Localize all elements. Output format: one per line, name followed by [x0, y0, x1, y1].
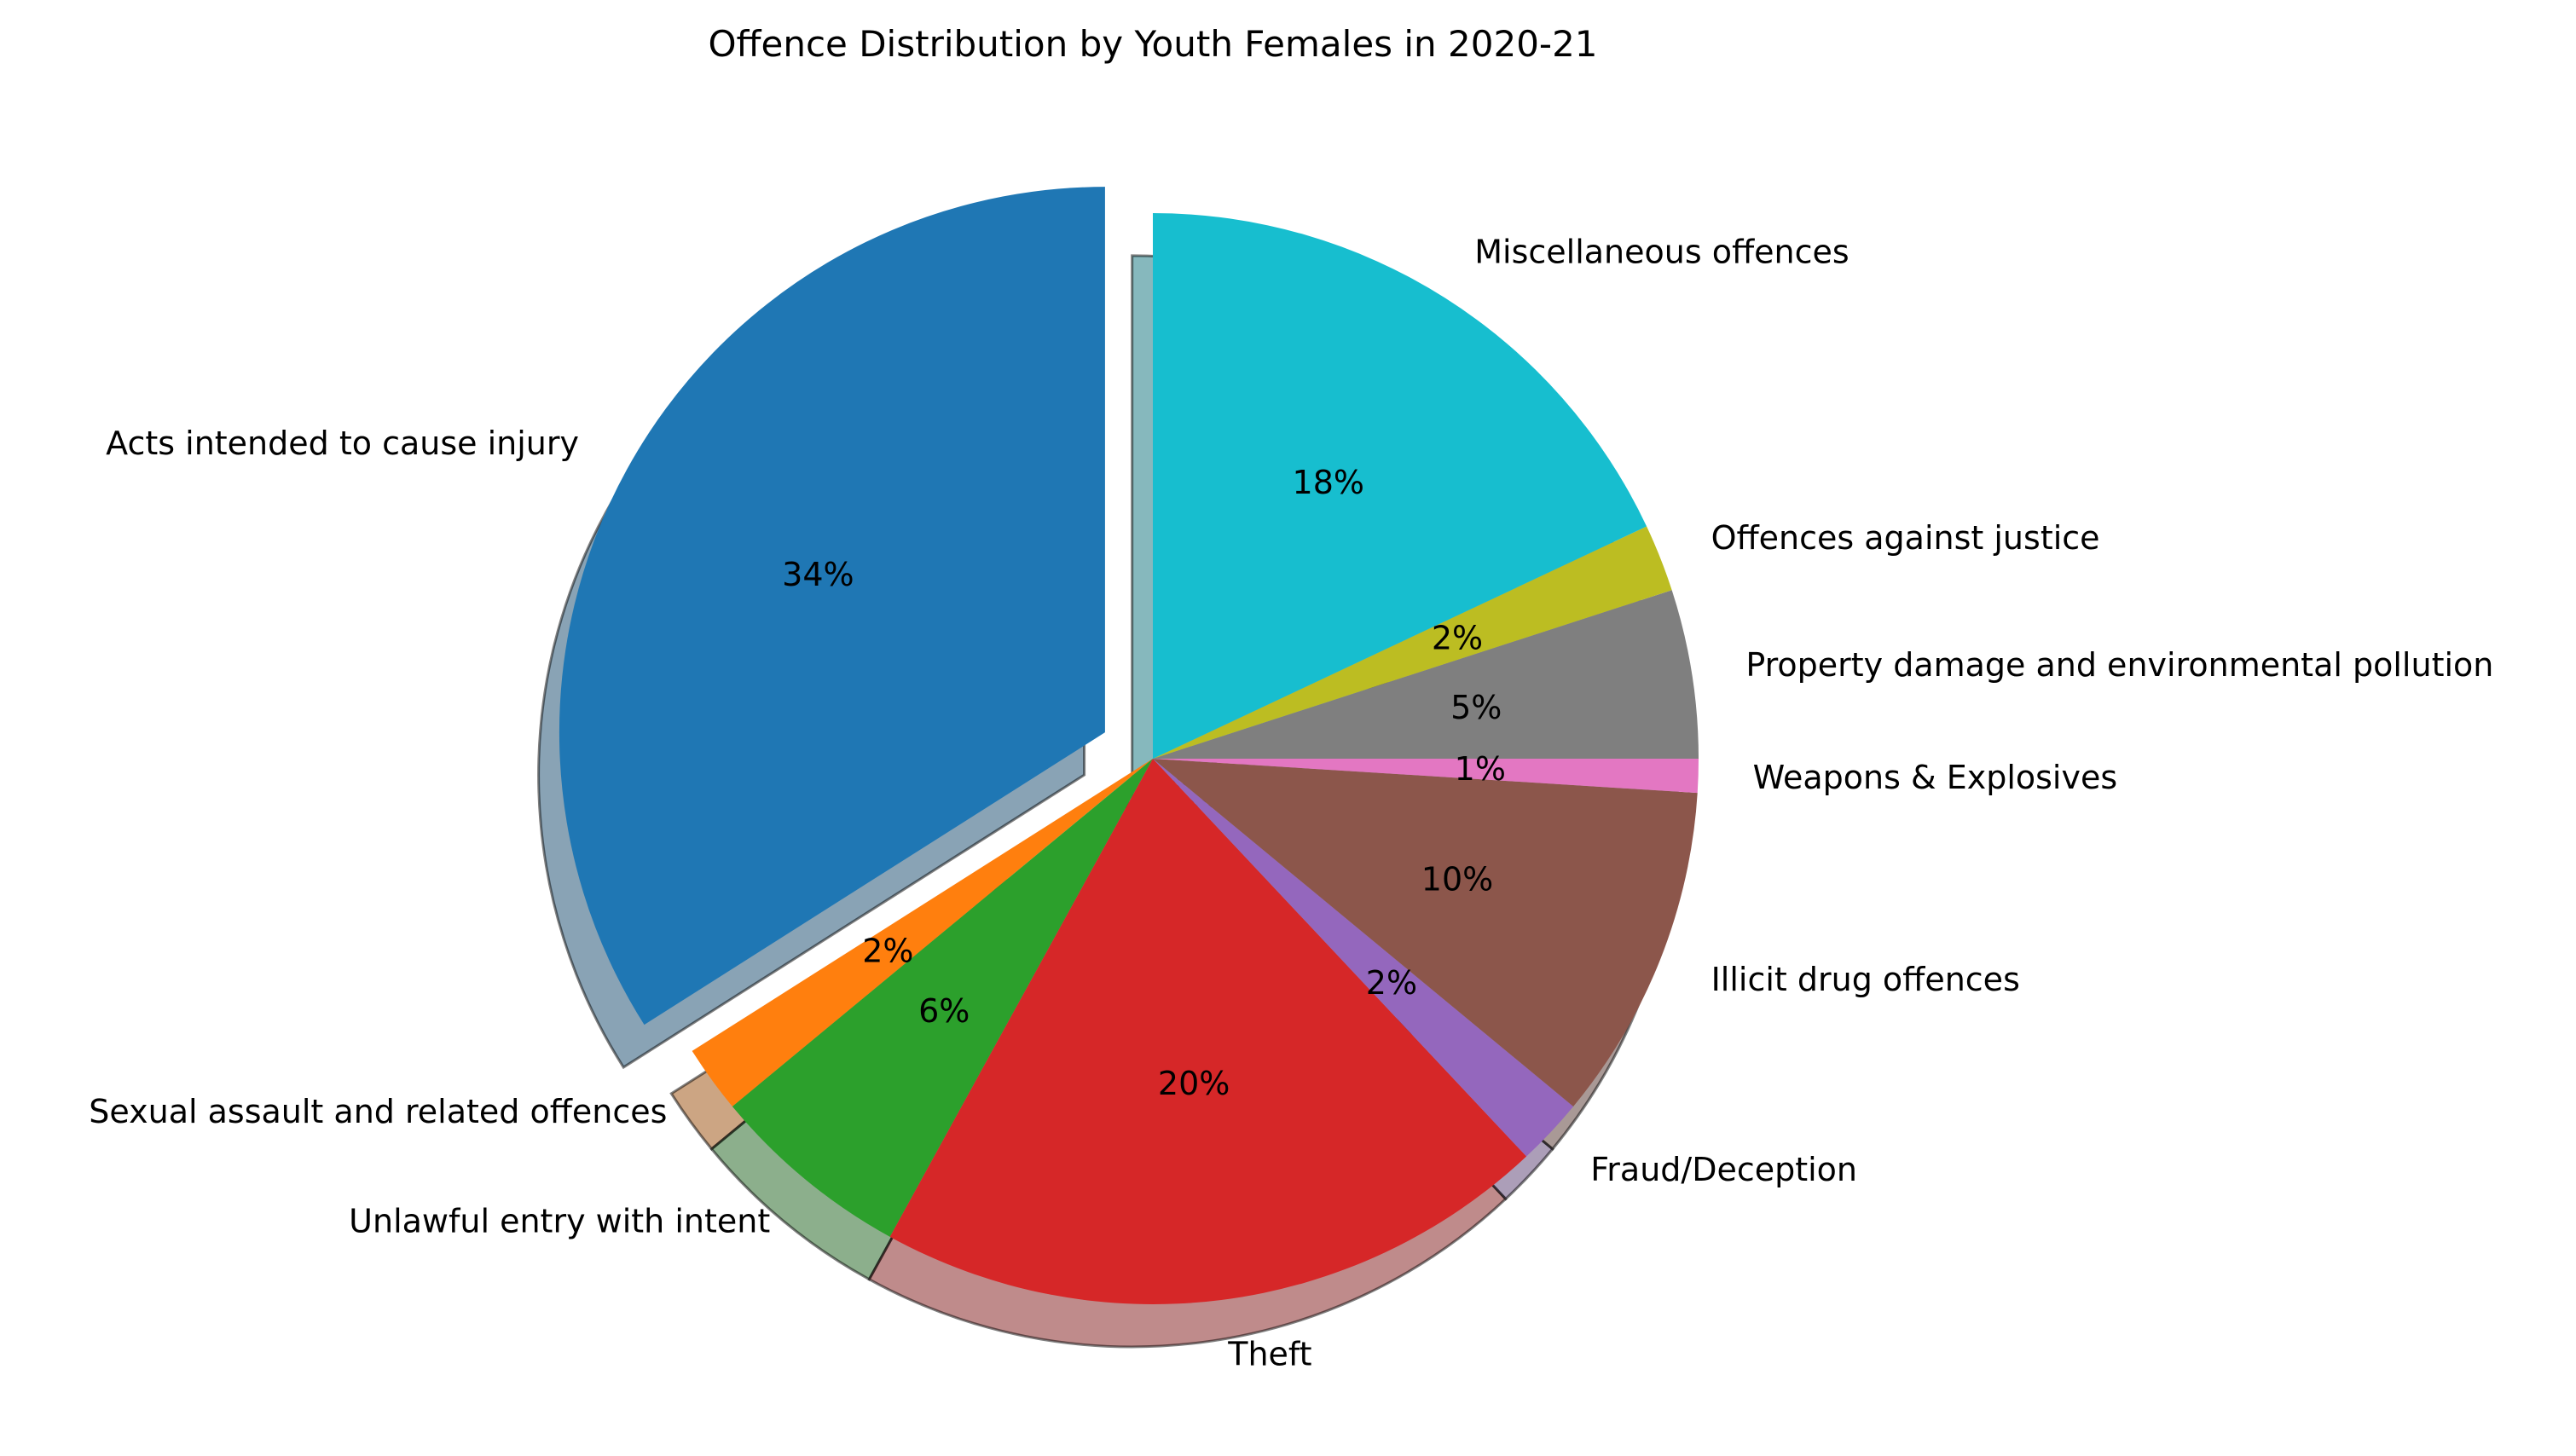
slice-theft: [889, 759, 1527, 1304]
slice-fraud-deception: [1153, 759, 1574, 1157]
slice-label-fraud-deception: Fraud/Deception: [1590, 1151, 1857, 1188]
slice-offences-against-justice: [1153, 526, 1672, 759]
slice-label-unlawful-entry-with-intent: Unlawful entry with intent: [349, 1202, 770, 1239]
slice-illicit-drug-offences: [1153, 759, 1698, 1106]
label-layer: Acts intended to cause injury 34% Sexual a…: [89, 234, 2493, 1373]
slice-label-miscellaneous-offences: Miscellaneous offences: [1474, 234, 1849, 271]
percent-label-illicit-drug-offences: 10%: [1421, 860, 1493, 898]
slice-label-illicit-drug-offences: Illicit drug offences: [1711, 961, 2020, 998]
percent-label-acts-intended-to-cause-injury: 34%: [782, 556, 854, 593]
percent-label-sexual-assault-and-related-offences: 2%: [862, 933, 913, 970]
percent-label-theft: 20%: [1158, 1065, 1230, 1102]
percent-label-offences-against-justice: 2%: [1432, 620, 1483, 657]
percent-label-miscellaneous-offences: 18%: [1293, 464, 1364, 501]
slice-label-acts-intended-to-cause-injury: Acts intended to cause injury: [106, 425, 579, 462]
slice-unlawful-entry-with-intent: [732, 759, 1153, 1237]
percent-label-unlawful-entry-with-intent: 6%: [918, 992, 970, 1030]
slice-sexual-assault-and-related-offences: [692, 759, 1153, 1106]
slice-label-theft: Theft: [1227, 1335, 1311, 1372]
percent-label-property-damage-and-environmental-pollution: 5%: [1450, 689, 1502, 726]
slice-acts-intended-to-cause-injury: [559, 187, 1105, 1026]
slice-label-sexual-assault-and-related-offences: Sexual assault and related offences: [89, 1093, 667, 1130]
slice-miscellaneous-offences: [1153, 213, 1647, 759]
slice-label-property-damage-and-environmental-pollution: Property damage and environmental pollut…: [1745, 646, 2493, 684]
slice-weapons-explosives: [1153, 759, 1699, 794]
slice-property-damage-and-environmental-pollution: [1153, 590, 1699, 759]
percent-label-fraud-deception: 2%: [1366, 964, 1417, 1002]
slice-layer: [559, 187, 1699, 1304]
percent-label-weapons-explosives: 1%: [1455, 750, 1506, 788]
slice-label-offences-against-justice: Offences against justice: [1711, 519, 2100, 557]
slice-label-weapons-explosives: Weapons & Explosives: [1753, 759, 2118, 796]
chart-title: Offence Distribution by Youth Females in…: [708, 23, 1597, 65]
